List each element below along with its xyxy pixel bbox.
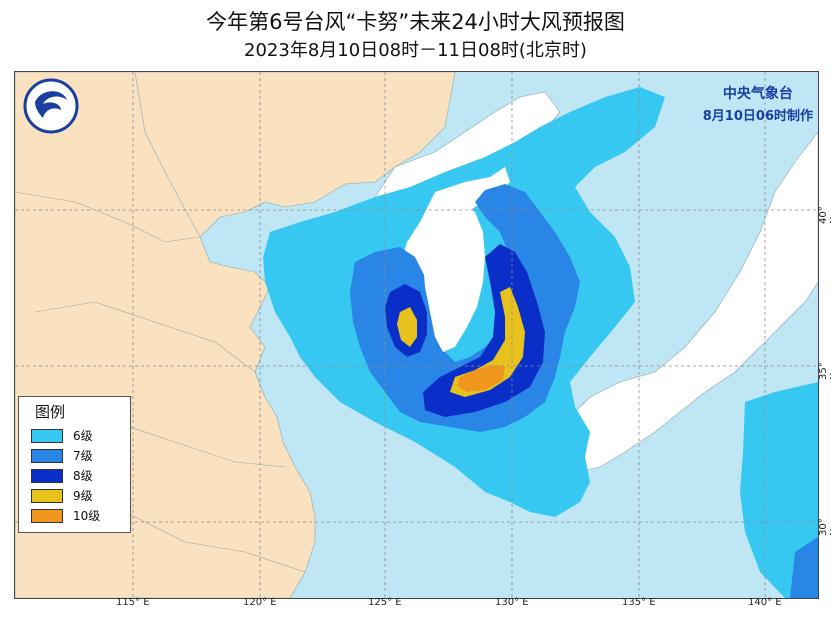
legend: 图例 6级 7级 8级 9级 10级 xyxy=(18,396,131,533)
wind-band-level10 xyxy=(457,365,505,392)
legend-label: 9级 xyxy=(73,489,93,503)
longitude-label-120: 120° E xyxy=(243,597,277,608)
wind-band-level7-japan-east xyxy=(790,537,818,598)
legend-label: 10级 xyxy=(73,509,101,523)
map-subtitle: 2023年8月10日08时－11日08时(北京时) xyxy=(244,40,587,61)
legend-item-level6: 6级 xyxy=(31,427,126,443)
wind-band-level8-east xyxy=(423,244,545,417)
legend-swatch xyxy=(31,429,63,443)
agency-name: 中央气象台 xyxy=(722,86,793,102)
longitude-label-125: 125° E xyxy=(368,597,402,608)
longitude-label-135: 135° E xyxy=(622,597,656,608)
issue-time: 8月10日06时制作 xyxy=(702,109,813,124)
legend-swatch xyxy=(31,469,63,483)
legend-swatch xyxy=(31,449,63,463)
longitude-label-140: 140° E xyxy=(748,597,782,608)
forecast-map xyxy=(14,71,819,599)
graticule xyxy=(15,72,818,598)
legend-label: 8级 xyxy=(73,469,93,483)
legend-item-level10: 10级 xyxy=(31,507,126,523)
legend-title: 图例 xyxy=(35,403,66,421)
legend-swatch xyxy=(31,509,63,523)
legend-item-level8: 8级 xyxy=(31,467,126,483)
wind-band-level9-west xyxy=(397,307,417,347)
legend-label: 7级 xyxy=(73,449,93,463)
legend-label: 6级 xyxy=(73,429,93,443)
wind-band-level6-japan-east xyxy=(740,382,818,598)
legend-item-level9: 9级 xyxy=(31,487,126,503)
map-title: 今年第6号台风“卡努”未来24小时大风预报图 xyxy=(206,10,625,34)
longitude-label-130: 130° E xyxy=(495,597,529,608)
cma-logo-icon xyxy=(23,78,79,134)
issuing-agency: 中央气象台 8月10日06时制作 xyxy=(703,83,813,124)
latitude-label-40: 40° N xyxy=(818,206,831,224)
legend-item-level7: 7级 xyxy=(31,447,126,463)
map-canvas xyxy=(15,72,818,598)
korea-south-land xyxy=(423,202,485,352)
legend-swatch xyxy=(31,489,63,503)
longitude-label-115: 115° E xyxy=(116,597,150,608)
latitude-label-30: 30° N xyxy=(818,518,831,536)
latitude-label-35: 35° N xyxy=(818,362,831,380)
wind-band-level9-east xyxy=(450,287,525,397)
